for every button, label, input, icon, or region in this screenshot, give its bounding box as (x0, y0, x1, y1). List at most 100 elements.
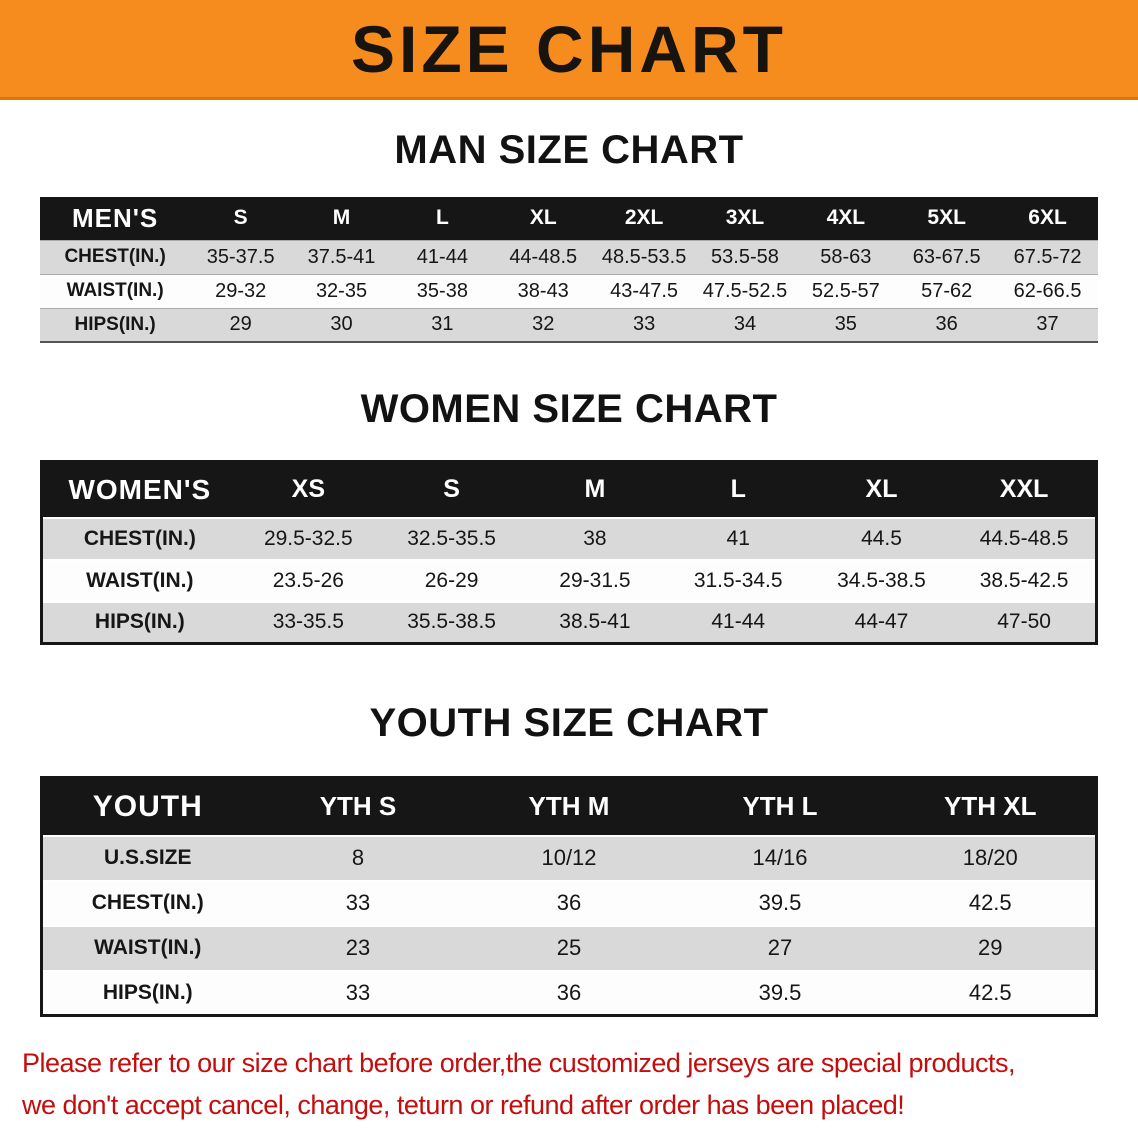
women-table-header-row: WOMEN'S XS S M L XL XXL (41, 461, 1097, 518)
measurement-value-cell: 34 (733, 313, 757, 336)
measurement-value-cell: 62-66.5 (1013, 279, 1082, 302)
men-size-header-cell: 5XL (896, 197, 998, 240)
measurement-value-cell: 43-47.5 (610, 279, 679, 302)
women-table-row: WAIST(IN.) 23.5-26 26-29 29-31.5 31.5-34.5 34… (41, 559, 1097, 602)
men-size-header-cell: M (291, 197, 392, 240)
banner-title: SIZE CHART (351, 11, 787, 86)
men-size-chart-section: MAN SIZE CHART MEN'S S M L XL 2XL 3XL 4XL 5XL 6XL C… (0, 128, 1138, 343)
measurement-value-cell: 41-44 (416, 245, 468, 268)
measurement-value-cell: 57-62 (921, 279, 973, 302)
sections-container: MAN SIZE CHART MEN'S S M L XL 2XL 3XL 4XL 5XL 6XL C… (0, 128, 1138, 1017)
youth-size-chart-section: YOUTH SIZE CHART YOUTH YTH S YTH M YTH L YTH … (0, 701, 1138, 1017)
measurement-value-cell: 42.5 (968, 979, 1012, 1005)
measurement-value-cell: 44-47 (854, 610, 909, 634)
women-size-chart-section: WOMEN SIZE CHART WOMEN'S XS S M L XL XXL CHEST(I… (0, 387, 1138, 645)
measurement-value-cell: 44.5 (861, 526, 902, 550)
women-size-header-cell: S (379, 461, 524, 518)
measurement-value-cell: 38.5-42.5 (979, 568, 1069, 592)
measurement-value-cell: 38.5-41 (559, 610, 631, 634)
men-size-table: MEN'S S M L XL 2XL 3XL 4XL 5XL 6XL CHEST(IN.) 35-37… (40, 197, 1098, 343)
measurement-value-cell: 29.5-32.5 (263, 526, 353, 550)
measurement-value-cell: 33 (345, 979, 371, 1005)
measurement-value-cell: 31.5-34.5 (693, 568, 783, 592)
measurement-label-cell: WAIST(IN.) (86, 568, 194, 592)
measurement-value-cell: 29 (229, 313, 252, 336)
youth-table-row: WAIST(IN.) 23 25 27 29 (41, 925, 1097, 971)
measurement-value-cell: 18/20 (962, 845, 1018, 870)
men-table-header-row: MEN'S S M L XL 2XL 3XL 4XL 5XL 6XL (40, 197, 1098, 240)
women-size-header-cell: M (523, 461, 667, 518)
measurement-value-cell: 32-35 (315, 279, 368, 302)
measurement-value-cell: 26-29 (424, 568, 479, 592)
measurement-label-cell: HIPS(IN.) (94, 610, 185, 634)
measurement-value-cell: 36 (556, 890, 582, 915)
measurement-value-cell: 37.5-41 (307, 245, 376, 268)
footer-line-1: Please refer to our size chart before or… (22, 1048, 1016, 1078)
measurement-value-cell: 38-43 (517, 279, 569, 302)
measurement-label-cell: U.S.SIZE (103, 846, 192, 869)
measurement-value-cell: 39.5 (758, 979, 802, 1005)
measurement-value-cell: 35-37.5 (206, 245, 275, 268)
measurement-value-cell: 8 (351, 845, 365, 870)
measurement-value-cell: 25 (556, 935, 582, 960)
measurement-label-cell: CHEST(IN.) (64, 246, 166, 267)
measurement-value-cell: 33 (345, 890, 371, 915)
measurement-value-cell: 67.5-72 (1013, 245, 1082, 268)
measurement-value-cell: 32.5-35.5 (407, 526, 496, 550)
measurement-value-cell: 29 (978, 935, 1003, 960)
measurement-value-cell: 31 (431, 313, 454, 336)
measurement-label-cell: HIPS(IN.) (102, 980, 193, 1004)
measurement-value-cell: 29-31.5 (559, 568, 631, 592)
youth-size-header-cell: YTH XL (885, 777, 1097, 836)
measurement-value-cell: 32 (532, 313, 555, 336)
measurement-label-cell: CHEST(IN.) (91, 891, 204, 914)
footer-line-2: we don't accept cancel, change, teturn o… (22, 1089, 905, 1120)
measurement-value-cell: 63-67.5 (912, 245, 981, 268)
men-size-header-cell: S (190, 197, 292, 240)
measurement-value-cell: 30 (330, 313, 353, 336)
women-table-title-cell: WOMEN'S (41, 461, 237, 518)
measurement-value-cell: 44.5-48.5 (979, 526, 1069, 550)
youth-size-header-cell: YTH L (674, 777, 886, 836)
measurement-label-cell: HIPS(IN.) (74, 313, 156, 335)
measurement-label-cell: WAIST(IN.) (66, 280, 164, 301)
women-table-row: HIPS(IN.) 33-35.5 35.5-38.5 38.5-41 41-44 44-… (41, 601, 1097, 644)
measurement-value-cell: 23 (345, 935, 371, 960)
measurement-label-cell: WAIST(IN.) (94, 936, 202, 959)
measurement-value-cell: 33 (632, 313, 656, 336)
measurement-value-cell: 35 (834, 313, 857, 336)
youth-size-header-cell: YTH M (463, 777, 675, 836)
youth-size-table: YOUTH YTH S YTH M YTH L YTH XL U.S.SIZE 8 10/12… (40, 776, 1098, 1017)
men-size-header-cell: 2XL (593, 197, 695, 240)
measurement-value-cell: 41 (726, 526, 750, 550)
measurement-value-cell: 52.5-57 (811, 279, 880, 302)
men-table-row: WAIST(IN.) 29-32 32-35 35-38 38-43 43-47.5 47.… (40, 274, 1098, 308)
measurement-value-cell: 36 (935, 313, 958, 336)
measurement-value-cell: 42.5 (968, 890, 1012, 915)
women-size-header-cell: XS (236, 461, 380, 518)
measurement-value-cell: 37 (1036, 313, 1059, 336)
youth-section-heading: YOUTH SIZE CHART (369, 701, 769, 745)
men-size-header-cell: 3XL (694, 197, 796, 240)
men-size-header-cell: L (391, 197, 493, 240)
men-table-title-cell: MEN'S (40, 197, 191, 240)
measurement-value-cell: 58-63 (820, 245, 872, 268)
men-size-header-cell: XL (492, 197, 594, 240)
measurement-value-cell: 27 (767, 935, 793, 960)
youth-table-header-row: YOUTH YTH S YTH M YTH L YTH XL (41, 777, 1097, 836)
measurement-value-cell: 38 (583, 526, 607, 550)
measurement-value-cell: 53.5-58 (711, 245, 779, 268)
measurement-value-cell: 35.5-38.5 (407, 610, 496, 634)
women-size-header-cell: L (666, 461, 810, 518)
men-size-header-cell: 6XL (997, 197, 1098, 240)
banner: SIZE CHART (0, 0, 1138, 100)
women-size-header-cell: XL (809, 461, 954, 518)
measurement-value-cell: 47-50 (997, 610, 1051, 634)
youth-table-row: U.S.SIZE 8 10/12 14/16 18/20 (41, 835, 1097, 881)
measurement-value-cell: 48.5-53.5 (601, 245, 687, 268)
women-size-table: WOMEN'S XS S M L XL XXL CHEST(IN.) 29.5-32.5 32.5… (40, 460, 1098, 645)
measurement-value-cell: 33-35.5 (272, 610, 344, 634)
measurement-label-cell: CHEST(IN.) (83, 526, 196, 550)
measurement-value-cell: 35-38 (416, 279, 468, 302)
